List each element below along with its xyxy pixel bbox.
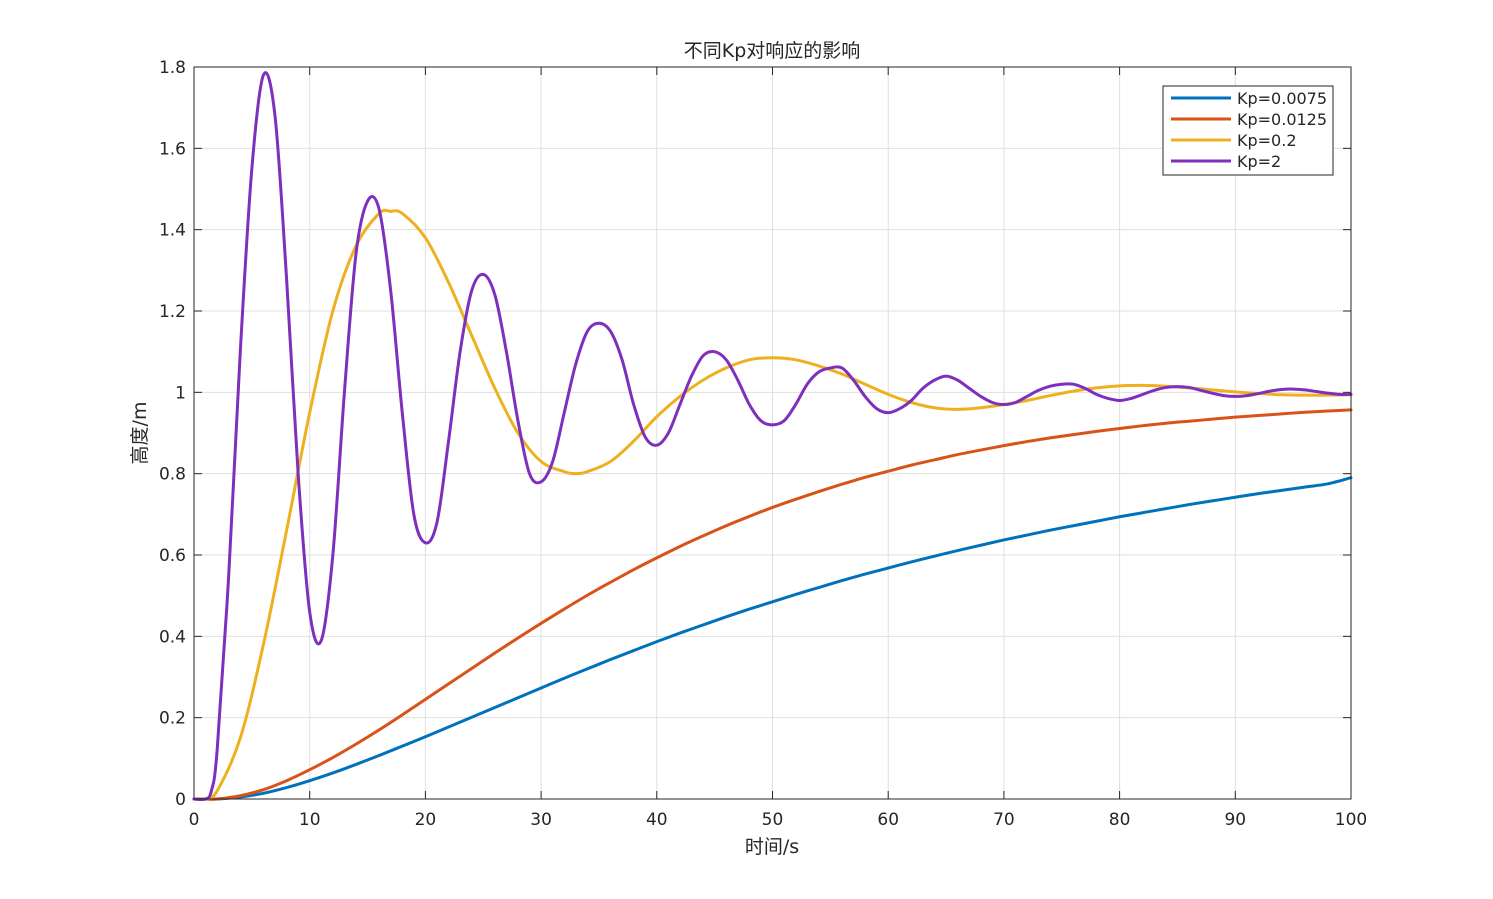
y-tick-label: 1.4 [159,221,186,241]
x-tick-label: 50 [762,810,784,830]
legend: Kp=0.0075 Kp=0.0125 Kp=0.2 Kp=2 [1162,85,1334,176]
y-tick-label: 0 [175,790,186,810]
x-tick-label: 30 [530,810,552,830]
x-tick-label: 80 [1109,810,1131,830]
legend-label: Kp=0.0125 [1237,110,1327,129]
chart-title: 不同Kp对响应的影响 [684,40,861,62]
legend-label: Kp=2 [1237,152,1281,171]
ticks: 0 10 20 30 40 50 60 70 80 90 100 0 0.2 0.4 0.6 0.8 1 1.2 1… [159,58,1367,830]
y-tick-label: 0.8 [159,465,186,485]
x-tick-label: 60 [877,810,899,830]
series-line-2 [192,408,1353,801]
series-line-1 [192,476,1353,801]
x-tick-label: 70 [993,810,1015,830]
x-tick-label: 100 [1335,810,1367,830]
x-tick-label: 40 [646,810,668,830]
grid [194,67,1351,799]
y-tick-label: 1.2 [159,302,186,322]
x-tick-label: 10 [299,810,321,830]
x-axis-label: 时间/s [745,836,799,858]
x-tick-label: 90 [1224,810,1246,830]
legend-label: Kp=0.0075 [1237,89,1327,108]
series-line-3 [192,208,1353,802]
legend-label: Kp=0.2 [1237,131,1297,150]
y-axis-label: 高度/m [129,402,151,465]
series-layer [192,71,1353,802]
y-tick-label: 0.4 [159,627,186,647]
x-tick-label: 20 [415,810,437,830]
y-tick-label: 1.6 [159,139,186,159]
series-line-4 [192,71,1353,802]
y-tick-label: 0.2 [159,709,186,729]
y-tick-label: 0.6 [159,546,186,566]
y-tick-label: 1 [175,383,186,403]
y-tick-label: 1.8 [159,58,186,78]
x-tick-label: 0 [189,810,200,830]
